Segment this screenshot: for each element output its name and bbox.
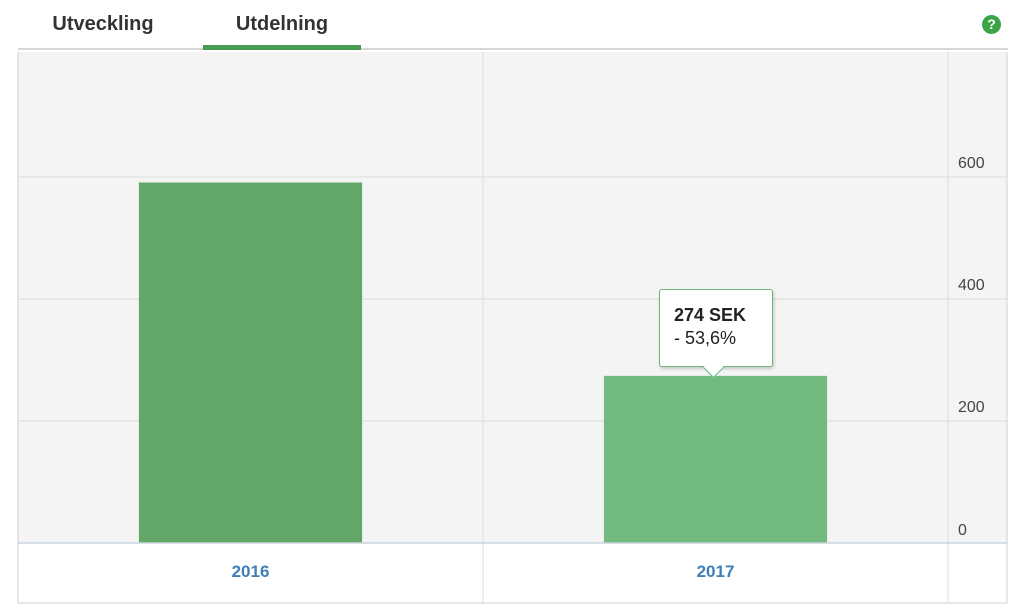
- tooltip-value: 274 SEK: [674, 305, 747, 325]
- y-tick-label-0: 0: [958, 522, 967, 539]
- y-tick-label-200: 200: [958, 399, 985, 416]
- active-tab-indicator: [203, 45, 361, 50]
- y-tick-label-600: 600: [958, 155, 985, 172]
- y-tick-label-400: 400: [958, 277, 985, 294]
- tab-utdelning[interactable]: Utdelning: [235, 13, 329, 35]
- chart-tooltip: 274 SEK - 53,6%: [659, 289, 773, 379]
- bar-2016: [138, 182, 363, 544]
- help-icon[interactable]: ?: [982, 15, 1001, 34]
- chart-tabs: Utveckling Utdelning: [18, 0, 1008, 50]
- tab-utveckling[interactable]: Utveckling: [52, 13, 154, 35]
- x-axis-band: [18, 543, 1007, 603]
- tabs-divider: [18, 48, 1008, 50]
- bar-2017: [603, 375, 828, 543]
- tooltip-change: - 53,6%: [674, 328, 737, 348]
- x-tick-label-2016: 2016: [232, 562, 270, 581]
- x-tick-label-2017: 2017: [697, 562, 735, 581]
